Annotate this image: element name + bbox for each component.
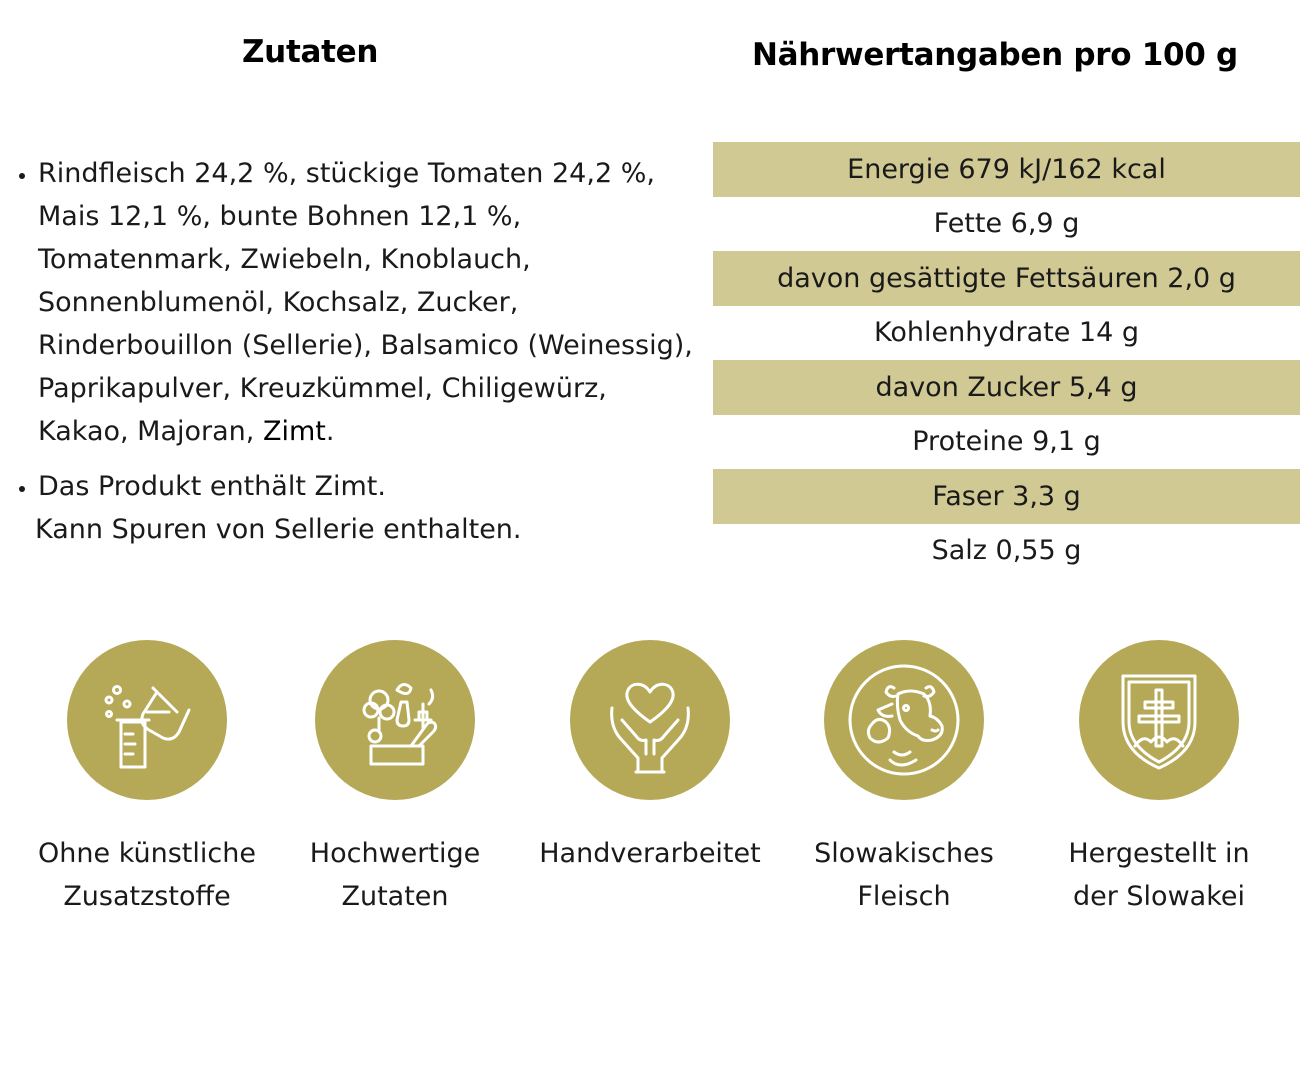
nutrition-row-sugar: davon Zucker 5,4 g <box>713 360 1300 415</box>
nutrition-title: Nährwertangaben pro 100 g <box>752 37 1238 73</box>
nutrition-row-protein: Proteine 9,1 g <box>912 426 1101 458</box>
feature-badge <box>1079 640 1239 800</box>
feature-badge <box>67 640 227 800</box>
feature-quality-ingredients: Hochwertige Zutaten <box>264 640 526 918</box>
feature-label: Hochwertige Zutaten <box>264 832 526 918</box>
ingredients-end: . <box>325 416 335 447</box>
feature-label-line2: Zutaten <box>341 881 449 912</box>
feature-label-line1: Hochwertige <box>309 838 481 869</box>
allergen-notice-line1: Das Produkt enthält Zimt. <box>38 471 386 502</box>
cow-icon <box>848 664 960 776</box>
nutrition-row-saturated-fat: davon gesättigte Fettsäuren 2,0 g <box>713 251 1300 306</box>
allergen-notice-line2: Kann Spuren von Sellerie enthalten. <box>35 514 522 545</box>
feature-badge <box>570 640 730 800</box>
ingredients-item: Rindfleisch 24,2 %, stückige Tomaten 24,… <box>38 152 698 453</box>
feature-label-line2: Fleisch <box>857 881 951 912</box>
nutrition-row-fat: Fette 6,9 g <box>933 208 1080 240</box>
lab-flask-icon <box>104 685 191 769</box>
feature-badge <box>315 640 475 800</box>
ingredients-title: Zutaten <box>242 34 379 70</box>
heart-hands-icon <box>610 682 690 774</box>
slovak-coat-of-arms-icon <box>1121 674 1197 770</box>
vegetables-icon <box>362 683 438 766</box>
ingredients-list: Rindfleisch 24,2 %, stückige Tomaten 24,… <box>10 152 698 563</box>
nutrition-row-fiber: Faser 3,3 g <box>713 469 1300 524</box>
feature-badge <box>824 640 984 800</box>
allergen-highlight: Zimt <box>262 416 326 447</box>
feature-label-line1: Handverarbeitet <box>539 838 761 869</box>
feature-handmade: Handverarbeitet <box>519 640 781 875</box>
nutrition-row-carbohydrates: Kohlenhydrate 14 g <box>874 317 1139 349</box>
feature-label-line2: Zusatzstoffe <box>63 881 231 912</box>
feature-made-in-slovakia: Hergestellt in der Slowakei <box>1028 640 1290 918</box>
features-row: Ohne künstliche Zusatzstoffe Hochwertige Z… <box>0 640 1300 940</box>
nutrition-table: Energie 679 kJ/162 kcal Fette 6,9 g davo… <box>713 142 1300 578</box>
nutrition-row-energy: Energie 679 kJ/162 kcal <box>713 142 1300 197</box>
nutrition-row-salt: Salz 0,55 g <box>931 535 1082 567</box>
feature-slovak-meat: Slowakisches Fleisch <box>773 640 1035 918</box>
feature-label-line1: Hergestellt in <box>1068 838 1250 869</box>
ingredients-text: Rindfleisch 24,2 %, stückige Tomaten 24,… <box>38 158 693 447</box>
feature-label: Slowakisches Fleisch <box>773 832 1035 918</box>
allergen-notice: Das Produkt enthält Zimt. Kann Spuren von… <box>35 465 698 551</box>
feature-label-line1: Slowakisches <box>814 838 994 869</box>
feature-label: Hergestellt in der Slowakei <box>1028 832 1290 918</box>
feature-label: Ohne künstliche Zusatzstoffe <box>16 832 278 918</box>
feature-label-line2: der Slowakei <box>1072 881 1245 912</box>
feature-no-additives: Ohne künstliche Zusatzstoffe <box>16 640 278 918</box>
feature-label: Handverarbeitet <box>519 832 781 875</box>
feature-label-line1: Ohne künstliche <box>38 838 256 869</box>
